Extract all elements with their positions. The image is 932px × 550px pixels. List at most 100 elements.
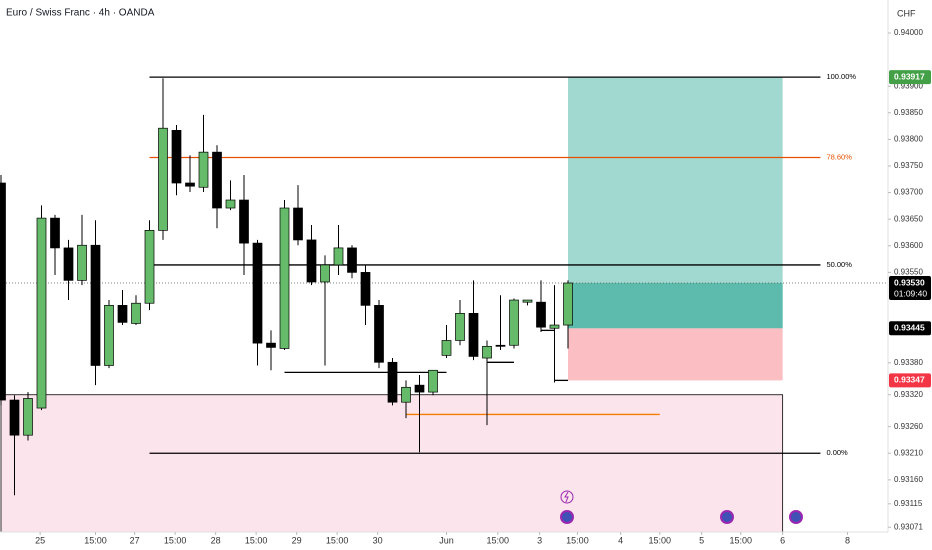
y-tick-label: 0.93380 bbox=[894, 358, 923, 367]
candle-body bbox=[117, 305, 128, 323]
candle-body bbox=[23, 398, 33, 436]
y-tick-label: 0.93850 bbox=[894, 108, 923, 117]
candle-body bbox=[347, 247, 357, 273]
candle-body bbox=[252, 242, 263, 344]
price-tag bbox=[889, 70, 931, 85]
x-tick-label: 15:00 bbox=[649, 535, 672, 545]
x-tick-label: 28 bbox=[211, 535, 221, 545]
plot: 100.00% 78.60% 50.00% 0.00% bbox=[0, 72, 888, 533]
candle-body bbox=[495, 344, 506, 347]
y-tick-label: 0.93600 bbox=[894, 241, 923, 250]
x-tick-label: 30 bbox=[373, 535, 383, 545]
candle-body bbox=[387, 361, 398, 403]
candle-body bbox=[509, 299, 519, 346]
candle-body bbox=[185, 182, 195, 187]
y-tick-label: 0.93800 bbox=[894, 134, 923, 143]
candle-body bbox=[279, 207, 290, 349]
x-tick-label: 15:00 bbox=[326, 535, 349, 545]
candle-body bbox=[401, 386, 411, 403]
x-tick-label: 15:00 bbox=[164, 535, 187, 545]
y-tick-label: 0.93650 bbox=[894, 214, 923, 223]
price-tag-label: 0.93347 bbox=[894, 375, 925, 385]
candle-body bbox=[90, 244, 101, 366]
y-tick-label: 0.93115 bbox=[894, 499, 923, 508]
candle-body bbox=[225, 199, 236, 209]
price-tag bbox=[889, 321, 931, 336]
y-tick-label: 0.93700 bbox=[894, 188, 923, 197]
price-tag-label: 0.93445 bbox=[894, 322, 925, 332]
candle-body bbox=[0, 182, 6, 401]
fib-label: 50.00% bbox=[826, 260, 852, 269]
x-tick-label: 15:00 bbox=[245, 535, 268, 545]
candle-body bbox=[9, 399, 20, 436]
chart-title: Euro / Swiss Franc · 4h · OANDA bbox=[6, 8, 155, 19]
y-tick-label: 0.93750 bbox=[894, 161, 923, 170]
y-tick-label: 0.93320 bbox=[894, 390, 923, 399]
x-tick-label: Jun bbox=[439, 535, 454, 545]
candle-body bbox=[320, 264, 330, 283]
fib-label: 0.00% bbox=[826, 448, 848, 457]
price-tag-label: 0.93530 bbox=[894, 277, 925, 287]
y-tick-label: 0.93550 bbox=[894, 267, 923, 276]
candle-body bbox=[266, 342, 276, 348]
icons bbox=[560, 490, 803, 524]
stop-zone bbox=[568, 328, 783, 381]
candle-body bbox=[468, 312, 479, 357]
candle-body bbox=[158, 127, 168, 231]
y-tick-label: 0.93071 bbox=[894, 522, 923, 531]
candle-body bbox=[563, 282, 573, 326]
fib-label: 100.00% bbox=[826, 72, 856, 81]
x-tick-label: 15:00 bbox=[487, 535, 510, 545]
x-tick-label: 15:00 bbox=[566, 535, 589, 545]
x-tick-label: 6 bbox=[780, 535, 785, 545]
y-tick-label: 0.93900 bbox=[894, 81, 923, 90]
event-icon bbox=[564, 491, 569, 503]
candle-body bbox=[144, 230, 155, 304]
candle-body bbox=[482, 345, 492, 359]
x-tick-label: 15:00 bbox=[730, 535, 753, 545]
candle-body bbox=[50, 217, 60, 249]
candle-body bbox=[77, 244, 87, 281]
candle-body bbox=[104, 305, 114, 366]
x-tick-label: 4 bbox=[618, 535, 623, 545]
candle-body bbox=[549, 324, 560, 329]
x-tick-label: 25 bbox=[35, 535, 45, 545]
candle-body bbox=[374, 305, 384, 363]
y-tick-label: 0.94000 bbox=[894, 28, 923, 37]
candle-body bbox=[293, 207, 303, 241]
price-tag-label: 0.93917 bbox=[894, 71, 925, 81]
x-tick-label: 3 bbox=[537, 535, 542, 545]
y-tick-label: 0.93210 bbox=[894, 448, 923, 457]
event-icon bbox=[720, 510, 734, 524]
candle-body bbox=[333, 247, 344, 266]
candle-body bbox=[455, 312, 465, 341]
x-tick-label: 8 bbox=[845, 535, 850, 545]
currency-label: CHF bbox=[897, 8, 916, 18]
x-tick-label: 27 bbox=[130, 535, 140, 545]
countdown: 01:09:40 bbox=[894, 288, 927, 298]
event-icon bbox=[560, 510, 574, 524]
candle-body bbox=[212, 151, 222, 209]
candle-body bbox=[131, 302, 141, 324]
target-zone bbox=[568, 77, 783, 329]
open-profit bbox=[568, 283, 783, 329]
x-tick-label: 5 bbox=[699, 535, 704, 545]
candle-body bbox=[441, 340, 452, 356]
candle-body bbox=[306, 239, 317, 283]
candle-body bbox=[360, 272, 371, 306]
candle-body bbox=[171, 129, 182, 184]
candle-body bbox=[198, 151, 209, 188]
fib-label: 78.60% bbox=[826, 152, 852, 161]
candle-body bbox=[522, 299, 533, 303]
candle-body bbox=[36, 217, 47, 409]
event-icon bbox=[560, 490, 574, 504]
x-tick-label: 29 bbox=[292, 535, 302, 545]
event-icon bbox=[789, 510, 803, 524]
candle-body bbox=[414, 384, 425, 393]
demand-zone bbox=[0, 394, 784, 533]
price-tag bbox=[889, 373, 931, 388]
candle-body bbox=[536, 301, 546, 328]
y-tick-label: 0.93260 bbox=[894, 422, 923, 431]
